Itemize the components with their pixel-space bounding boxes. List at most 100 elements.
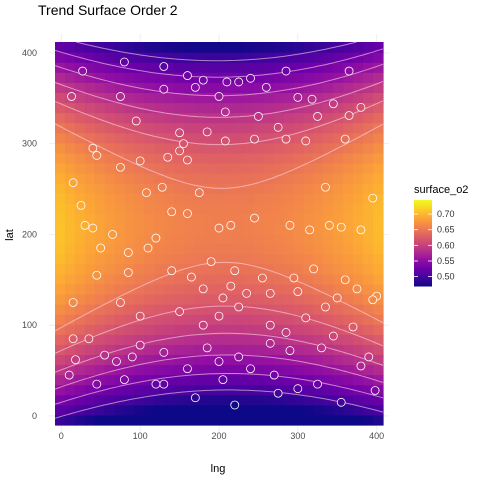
heatmap-cell	[363, 142, 374, 154]
heatmap-cell	[124, 273, 136, 285]
heatmap-cell	[323, 213, 334, 225]
heatmap-cell	[263, 273, 275, 285]
heatmap-cell	[343, 374, 354, 386]
heatmap-cell	[363, 364, 374, 376]
heatmap-cell	[94, 223, 106, 235]
heatmap-cell	[373, 72, 384, 83]
heatmap-cell	[293, 152, 305, 164]
heatmap-cell	[74, 243, 86, 255]
legend-color-step	[414, 241, 432, 244]
heatmap-cell	[144, 283, 155, 295]
heatmap-cell	[84, 183, 96, 194]
heatmap-cell	[114, 273, 126, 285]
heatmap-cell	[283, 243, 295, 255]
heatmap-cell	[194, 404, 205, 416]
heatmap-cell	[293, 213, 305, 225]
heatmap-cell	[343, 92, 354, 104]
heatmap-cell	[303, 82, 315, 93]
heatmap-cell	[233, 173, 245, 184]
heatmap-cell	[313, 213, 324, 225]
heatmap-cell	[343, 263, 354, 275]
legend-color-step	[414, 271, 432, 274]
heatmap-cell	[283, 152, 295, 164]
heatmap-cell	[353, 304, 364, 315]
heatmap-cell	[174, 193, 185, 204]
heatmap-cell	[283, 314, 295, 325]
x-tick-label: 0	[59, 431, 64, 441]
heatmap-cell	[293, 394, 305, 406]
data-point	[119, 375, 129, 385]
heatmap-cell	[323, 394, 334, 406]
heatmap-cell	[94, 102, 106, 114]
heatmap-cell	[263, 203, 275, 214]
heatmap-cell	[114, 42, 126, 53]
legend-color-step	[414, 254, 432, 257]
heatmap-cell	[263, 314, 275, 325]
legend-color-step	[414, 232, 432, 235]
heatmap-cell	[124, 193, 136, 204]
heatmap-cell	[134, 183, 146, 194]
data-point	[246, 364, 255, 374]
heatmap-cell	[184, 414, 195, 426]
heatmap-cell	[243, 324, 255, 335]
data-point	[336, 222, 346, 232]
heatmap-cell	[214, 193, 225, 204]
heatmap-cell	[373, 223, 384, 235]
heatmap-cell	[323, 92, 334, 104]
data-point	[234, 352, 244, 362]
data-point	[135, 311, 145, 321]
heatmap-cell	[64, 213, 76, 225]
heatmap-cell	[283, 72, 295, 83]
heatmap-cell	[74, 324, 86, 335]
heatmap-cell	[194, 253, 205, 265]
legend-color-step	[414, 270, 432, 273]
heatmap-cell	[293, 193, 305, 204]
heatmap-cell	[94, 273, 106, 285]
heatmap-cell	[233, 52, 245, 63]
heatmap-cell	[253, 314, 265, 325]
heatmap-cell	[64, 314, 76, 325]
heatmap-cell	[343, 243, 354, 255]
heatmap-cell	[134, 384, 146, 396]
heatmap-cell	[174, 203, 185, 214]
data-point	[68, 298, 78, 307]
x-axis-title: lng	[211, 463, 226, 475]
axes: lng lat 0 100 200 300 400 0 100 200 300 400	[4, 48, 384, 475]
heatmap-cell	[243, 394, 255, 406]
heatmap-cell	[144, 404, 155, 416]
heatmap-cell	[184, 354, 195, 366]
heatmap-cell	[164, 374, 175, 386]
heatmap-cell	[184, 404, 195, 416]
heatmap-cell	[243, 82, 255, 93]
heatmap-cell	[194, 122, 205, 134]
heatmap-cell	[333, 213, 344, 225]
heatmap-cell	[174, 404, 185, 416]
heatmap-cell	[184, 233, 195, 245]
x-tick-label: 200	[211, 431, 226, 441]
heatmap-cell	[204, 283, 215, 295]
data-point	[273, 388, 283, 398]
heatmap-cell	[164, 233, 175, 245]
contour-lines	[54, 41, 384, 419]
heatmap-cell	[74, 384, 86, 396]
heatmap-cell	[343, 142, 354, 154]
heatmap-cell	[104, 183, 116, 194]
heatmap-cell	[114, 374, 126, 386]
data-point	[190, 393, 200, 403]
data-point	[281, 66, 291, 76]
heatmap-cell	[55, 304, 66, 315]
heatmap-cell	[144, 152, 155, 164]
heatmap-cell	[134, 233, 146, 245]
heatmap-cell	[94, 384, 106, 396]
heatmap-cell	[124, 283, 136, 295]
heatmap-cell	[194, 243, 205, 255]
heatmap-cell	[353, 213, 364, 225]
heatmap-cell	[373, 283, 384, 295]
heatmap-cell	[94, 132, 106, 144]
heatmap-cell	[353, 394, 364, 406]
heatmap-cell	[293, 374, 305, 386]
heatmap-cell	[154, 354, 165, 366]
heatmap-cell	[134, 374, 146, 386]
heatmap-cell	[74, 72, 86, 83]
heatmap-cell	[353, 152, 364, 164]
